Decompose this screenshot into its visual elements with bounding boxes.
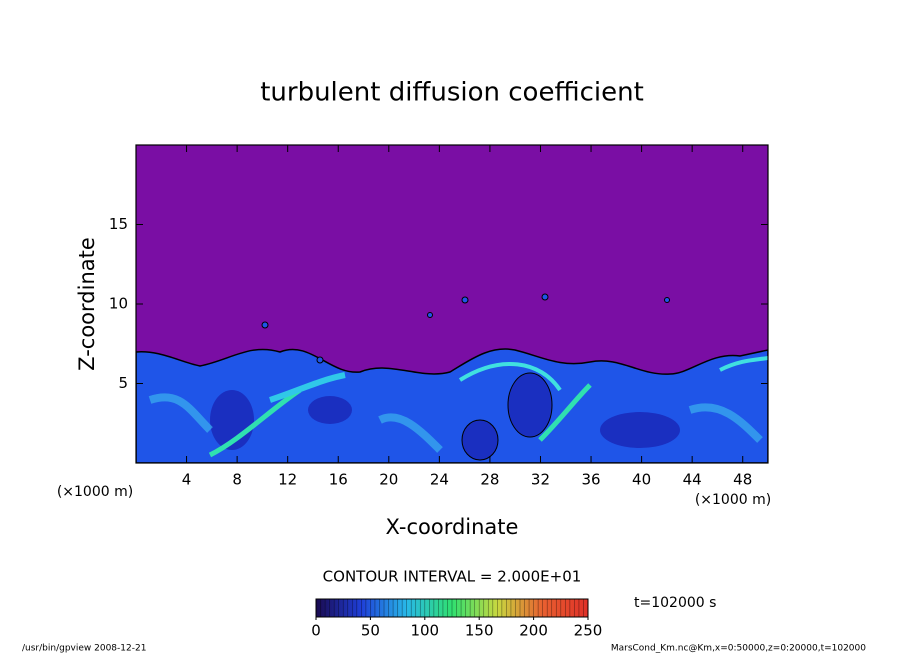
time-label: t=102000 s: [634, 595, 716, 611]
field-blob: [427, 312, 433, 318]
chart-title: turbulent diffusion coefficient: [260, 78, 644, 108]
y-tick-label: 5: [118, 374, 128, 392]
footer-right: MarsCond_Km.nc@Km,x=0:50000,z=0:20000,t=…: [611, 644, 866, 654]
field-blob: [600, 412, 680, 448]
field-blob: [664, 297, 670, 303]
field-blob: [507, 372, 553, 438]
field-blob: [541, 293, 549, 301]
footer-left: /usr/bin/gpview 2008-12-21: [22, 644, 146, 654]
y-tick-label: 15: [109, 215, 128, 233]
x-tick-label: 20: [379, 471, 398, 489]
colorbar-tick-label: 50: [361, 622, 380, 640]
y-axis-unit: (×1000 m): [57, 484, 133, 500]
field-blob: [261, 321, 269, 329]
contour-interval: CONTOUR INTERVAL = 2.000E+01: [323, 568, 582, 586]
field-streak: [208, 387, 302, 458]
x-tick-label: 32: [531, 471, 550, 489]
contour-field: [136, 145, 768, 463]
x-axis-label: X-coordinate: [386, 515, 519, 539]
x-tick-label: 12: [278, 471, 297, 489]
y-tick-label: 10: [109, 295, 128, 313]
x-tick-label: 48: [733, 471, 752, 489]
field-blob: [308, 396, 352, 424]
y-axis-label: Z-coordinate: [75, 237, 99, 371]
field-blob: [316, 356, 324, 364]
colorbar-tick-label: 200: [519, 622, 548, 640]
x-tick-label: 28: [480, 471, 499, 489]
field-blob: [461, 419, 499, 461]
x-tick-label: 4: [182, 471, 192, 489]
x-tick-label: 8: [232, 471, 242, 489]
field-streak: [538, 383, 592, 442]
field-streak: [148, 393, 763, 453]
field-streak: [269, 372, 346, 403]
x-tick-label: 24: [430, 471, 449, 489]
x-tick-label: 40: [632, 471, 651, 489]
x-tick-label: 16: [329, 471, 348, 489]
colorbar-tick-label: 150: [465, 622, 494, 640]
field-streak: [458, 356, 768, 392]
x-tick-label: 44: [683, 471, 702, 489]
field-blob: [461, 296, 469, 304]
x-tick-label: 36: [581, 471, 600, 489]
colorbar-tick-label: 0: [311, 622, 321, 640]
x-axis-unit: (×1000 m): [695, 492, 771, 508]
colorbar-tick-label: 100: [410, 622, 439, 640]
colorbar-tick-label: 250: [574, 622, 603, 640]
